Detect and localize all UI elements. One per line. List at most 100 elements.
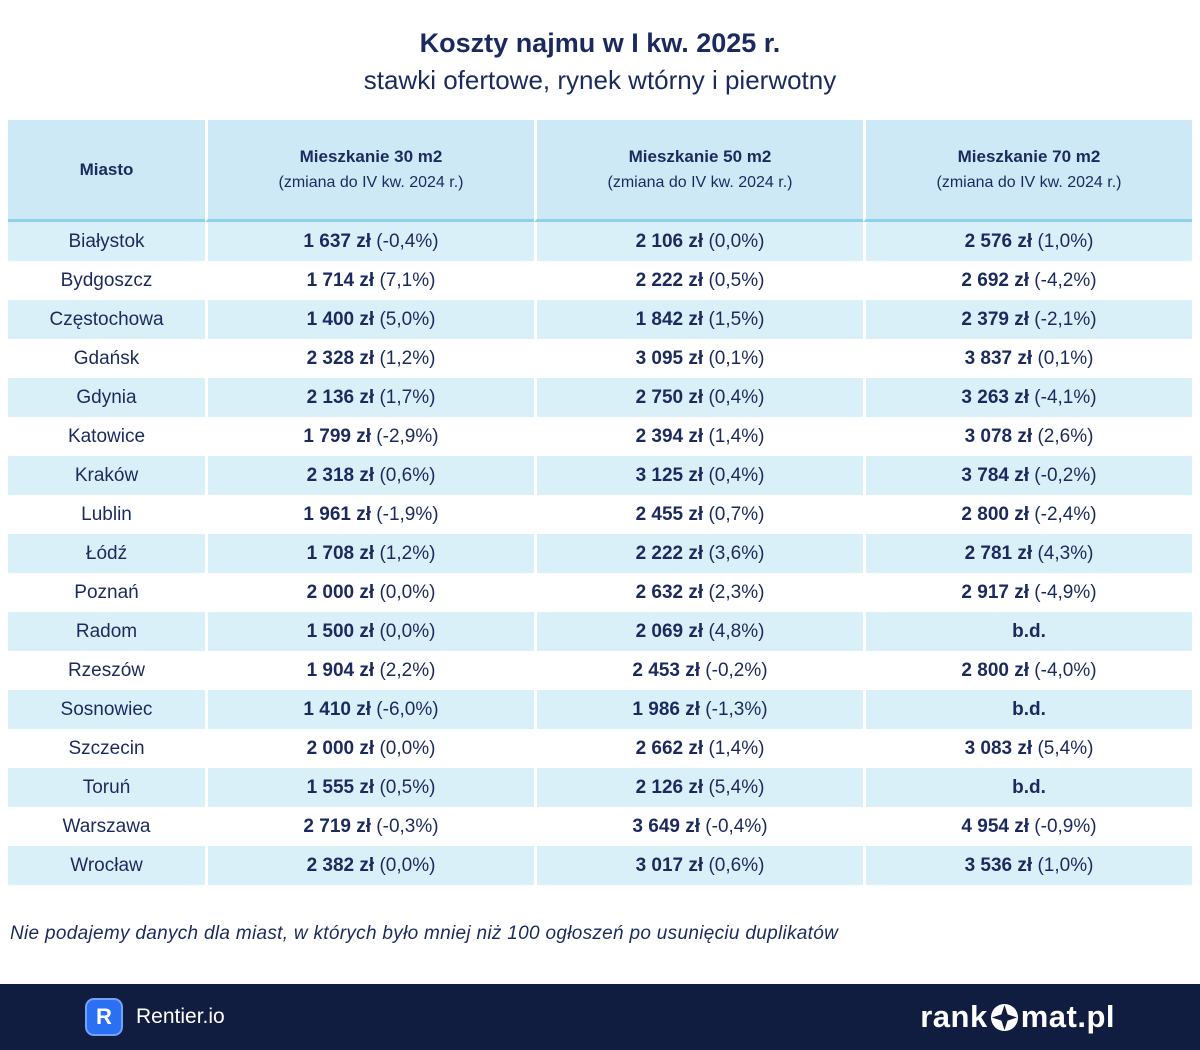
page-title: Koszty najmu w I kw. 2025 r. xyxy=(419,28,781,58)
table-row: Częstochowa 1 400 zł (5,0%) 1 842 zł (1,5%… xyxy=(8,300,1192,339)
rent-value-cell: 2 126 zł (5,4%) xyxy=(534,768,863,807)
rent-table: Miasto Mieszkanie 30 m2 (zmiana do IV kw… xyxy=(8,120,1192,885)
header-city: Miasto xyxy=(8,120,205,222)
change-value: (0,0%) xyxy=(374,854,436,876)
price-value: 2 800 zł xyxy=(961,503,1030,525)
price-value: 2 382 zł xyxy=(306,854,375,876)
rent-value-cell: 3 078 zł (2,6%) xyxy=(863,417,1192,456)
price-value: 2 000 zł xyxy=(306,737,375,759)
rent-value-cell: 2 800 zł (-2,4%) xyxy=(863,495,1192,534)
price-value: 2 576 zł xyxy=(964,230,1033,252)
price-value: 1 842 zł xyxy=(635,308,704,330)
change-value: (-4,2%) xyxy=(1029,269,1097,291)
rentier-logo[interactable]: R Rentier.io xyxy=(85,998,225,1036)
price-value: 3 649 zł xyxy=(632,815,701,837)
rent-value-cell: 1 500 zł (0,0%) xyxy=(205,612,534,651)
header-70m2-sub: (zmiana do IV kw. 2024 r.) xyxy=(936,174,1122,191)
change-value: (0,0%) xyxy=(374,581,436,603)
rentier-label: Rentier.io xyxy=(136,1005,225,1028)
change-value: (-0,3%) xyxy=(371,815,439,837)
header-30m2-title: Mieszkanie 30 m2 xyxy=(299,147,443,166)
price-value: b.d. xyxy=(1012,776,1046,798)
price-value: 1 555 zł xyxy=(306,776,375,798)
city-cell: Katowice xyxy=(67,425,146,447)
change-value: (1,4%) xyxy=(703,737,765,759)
change-value: (0,4%) xyxy=(703,464,765,486)
city-cell: Sosnowiec xyxy=(8,690,205,729)
city-cell: Radom xyxy=(8,612,205,651)
rent-value-cell: b.d. xyxy=(863,690,1192,729)
rent-value-cell: 2 453 zł (-0,2%) xyxy=(534,651,863,690)
rent-value-cell: 1 708 zł (1,2%) xyxy=(205,534,534,573)
rent-value-cell: 2 662 zł (1,4%) xyxy=(534,729,863,768)
price-value: 1 708 zł xyxy=(306,542,375,564)
change-value: (2,6%) xyxy=(1032,425,1094,447)
rent-value-cell: 1 799 zł (-2,9%) xyxy=(205,417,534,456)
change-value: (-1,3%) xyxy=(700,698,768,720)
price-value: 2 917 zł xyxy=(961,581,1030,603)
change-value: (1,2%) xyxy=(374,347,436,369)
change-value: (2,2%) xyxy=(374,659,436,681)
price-value: 2 106 zł xyxy=(635,230,704,252)
rent-value-cell: 2 576 zł (1,0%) xyxy=(863,222,1192,261)
table-row: Lublin 1 961 zł (-1,9%) 2 455 zł (0,7%) 2 8… xyxy=(8,495,1192,534)
rankomat-text-prefix: rank xyxy=(920,999,988,1034)
change-value: (4,3%) xyxy=(1032,542,1094,564)
change-value: (7,1%) xyxy=(374,269,436,291)
price-value: 2 136 zł xyxy=(306,386,375,408)
header-50m2-sub: (zmiana do IV kw. 2024 r.) xyxy=(607,174,793,191)
price-value: 1 500 zł xyxy=(306,620,375,642)
price-value: 2 453 zł xyxy=(632,659,701,681)
price-value: 2 222 zł xyxy=(635,542,704,564)
change-value: (1,2%) xyxy=(374,542,436,564)
change-value: (-2,9%) xyxy=(371,425,439,447)
rent-value-cell: 2 750 zł (0,4%) xyxy=(534,378,863,417)
table-row: Wrocław 2 382 zł (0,0%) 3 017 zł (0,6%) 3 5… xyxy=(8,846,1192,885)
price-value: 2 379 zł xyxy=(961,308,1030,330)
rent-value-cell: 1 961 zł (-1,9%) xyxy=(205,495,534,534)
price-value: 2 662 zł xyxy=(635,737,704,759)
price-value: b.d. xyxy=(1012,620,1046,642)
price-value: 2 069 zł xyxy=(635,620,704,642)
table-row: Toruń 1 555 zł (0,5%) 2 126 zł (5,4%) b.d. xyxy=(8,768,1192,807)
rent-value-cell: 1 400 zł (5,0%) xyxy=(205,300,534,339)
city-cell: Poznań xyxy=(74,581,139,603)
rent-value-cell: 1 410 zł (-6,0%) xyxy=(205,690,534,729)
city-cell: Gdynia xyxy=(8,378,205,417)
change-value: (0,0%) xyxy=(374,737,436,759)
change-value: (-0,9%) xyxy=(1029,815,1097,837)
change-value: (0,1%) xyxy=(1032,347,1094,369)
price-value: 1 400 zł xyxy=(306,308,375,330)
price-value: 3 263 zł xyxy=(961,386,1030,408)
price-value: 1 410 zł xyxy=(303,698,372,720)
rent-value-cell: b.d. xyxy=(863,612,1192,651)
change-value: (-1,9%) xyxy=(371,503,439,525)
header-50m2-title: Mieszkanie 50 m2 xyxy=(628,147,772,166)
table-row: Łódź 1 708 zł (1,2%) 2 222 zł (3,6%) 2 781 … xyxy=(8,534,1192,573)
city-cell: Białystok xyxy=(8,222,205,261)
price-value: 2 800 zł xyxy=(961,659,1030,681)
header-50m2: Mieszkanie 50 m2 (zmiana do IV kw. 2024 … xyxy=(534,120,863,222)
price-value: 2 222 zł xyxy=(635,269,704,291)
price-value: 2 328 zł xyxy=(306,347,375,369)
rent-value-cell: 2 379 zł (-2,1%) xyxy=(863,300,1192,339)
table-header: Miasto Mieszkanie 30 m2 (zmiana do IV kw… xyxy=(8,120,1192,222)
price-value: 3 083 zł xyxy=(964,737,1033,759)
rent-value-cell: 1 555 zł (0,5%) xyxy=(205,768,534,807)
header-30m2: Mieszkanie 30 m2 (zmiana do IV kw. 2024 … xyxy=(205,120,534,222)
table-row: Gdańsk 2 328 zł (1,2%) 3 095 zł (0,1%) 3 83… xyxy=(8,339,1192,378)
change-value: (0,0%) xyxy=(374,620,436,642)
rent-value-cell: 1 714 zł (7,1%) xyxy=(205,261,534,300)
price-value: 3 078 zł xyxy=(964,425,1033,447)
price-value: 2 394 zł xyxy=(635,425,704,447)
change-value: (5,4%) xyxy=(703,776,765,798)
rent-value-cell: 2 800 zł (-4,0%) xyxy=(863,651,1192,690)
rent-value-cell: 2 455 zł (0,7%) xyxy=(534,495,863,534)
rent-value-cell: 1 637 zł (-0,4%) xyxy=(205,222,534,261)
change-value: (5,4%) xyxy=(1032,737,1094,759)
table-body: Białystok 1 637 zł (-0,4%) 2 106 zł (0,0%)… xyxy=(8,222,1192,885)
rent-value-cell: 3 095 zł (0,1%) xyxy=(534,339,863,378)
rankomat-logo[interactable]: rank mat.pl xyxy=(920,999,1115,1035)
rent-value-cell: 2 394 zł (1,4%) xyxy=(534,417,863,456)
table-header-row: Miasto Mieszkanie 30 m2 (zmiana do IV kw… xyxy=(8,120,1192,222)
